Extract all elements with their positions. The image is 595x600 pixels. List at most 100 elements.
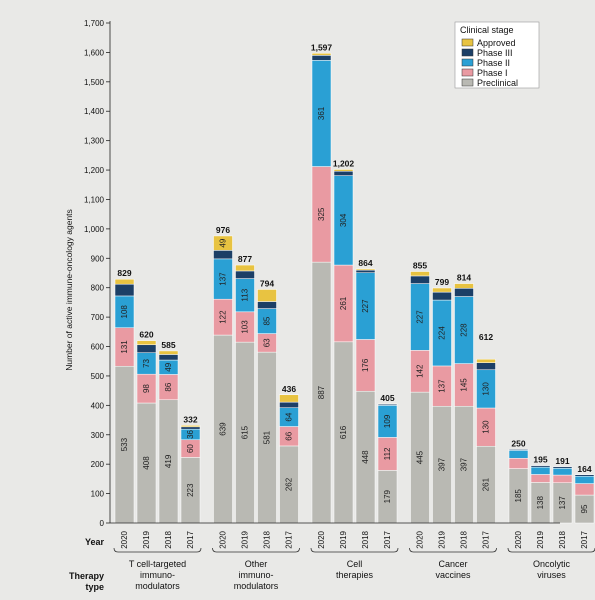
segment-value-label: 60: [186, 444, 195, 453]
group-label: Cell: [347, 559, 363, 569]
bar-segment-approved: [333, 169, 354, 172]
segment-value-label: 86: [164, 382, 173, 391]
segment-value-label: 448: [361, 450, 370, 464]
bar-segment-phase-iii: [530, 465, 551, 468]
segment-value-label: 533: [120, 437, 129, 451]
bar-segment-phase-iii: [476, 362, 496, 371]
y-tick-label: 0: [100, 519, 105, 528]
bar-total-label: 164: [577, 464, 591, 474]
segment-value-label: 36: [186, 429, 195, 438]
segment-value-label: 176: [361, 358, 370, 372]
bar-total-label: 877: [238, 254, 252, 264]
segment-value-label: 887: [317, 385, 326, 399]
group-label: immuno-: [140, 570, 175, 580]
bar-segment-phase-iii: [432, 291, 452, 301]
segment-value-label: 130: [482, 420, 491, 434]
segment-value-label: 49: [219, 238, 228, 247]
bar-segment-phase-ii: [508, 450, 529, 459]
bar-total-label: 1,202: [333, 158, 355, 168]
year-tick-label: 2018: [361, 530, 370, 548]
segment-value-label: 185: [514, 489, 523, 503]
year-tick-label: 2017: [186, 530, 195, 548]
segment-value-label: 223: [186, 483, 195, 497]
bar-total-label: 794: [260, 278, 274, 288]
bar-segment-approved: [410, 271, 430, 277]
segment-value-label: 397: [460, 457, 469, 471]
year-tick-label: 2019: [241, 530, 250, 548]
bar-total-label: 405: [380, 393, 394, 403]
segment-value-label: 138: [536, 495, 545, 509]
y-tick-label: 100: [91, 490, 105, 499]
year-tick-label: 2019: [339, 530, 348, 548]
segment-value-label: 49: [164, 362, 173, 371]
group-axis-title-line1: Therapy: [69, 571, 104, 581]
bar-segment-approved: [311, 53, 332, 56]
bar-total-label: 436: [282, 384, 296, 394]
bar-total-label: 250: [511, 438, 525, 448]
group-label: Cancer: [438, 559, 467, 569]
year-tick-label: 2019: [142, 530, 151, 548]
group-label: viruses: [537, 570, 566, 580]
bar-segment-phase-iii: [574, 474, 595, 477]
year-tick-label: 2017: [383, 530, 392, 548]
bar-segment-phase-i: [508, 458, 529, 469]
y-axis: 0 100 200 300 400 500 600 700 800 900 1,000 1,100 1,…: [84, 19, 111, 528]
bar-segment-phase-iii: [257, 301, 277, 309]
bar-segment-approved: [136, 340, 157, 346]
legend-swatch: [461, 68, 474, 77]
bar-total-label: 585: [161, 340, 175, 350]
segment-value-label: 581: [263, 430, 272, 444]
bar-segment-approved: [235, 264, 255, 272]
bar-segment-approved: [279, 394, 299, 403]
segment-value-label: 64: [285, 412, 294, 421]
group-label: vaccines: [435, 570, 471, 580]
segment-value-label: 103: [241, 320, 250, 334]
segment-value-label: 95: [580, 504, 589, 513]
bar-segment-approved: [213, 235, 233, 251]
bar-segment-approved: [257, 289, 277, 302]
group-label: Other: [245, 559, 268, 569]
bars: 5331311088294089873620419864958522360363…: [114, 42, 595, 524]
segment-value-label: 261: [339, 296, 348, 310]
bar-total-label: 976: [216, 225, 230, 235]
segment-value-label: 131: [120, 340, 129, 354]
bar-segment-phase-i: [552, 474, 573, 483]
bar-segment-approved: [476, 358, 496, 363]
y-tick-label: 500: [91, 372, 105, 381]
group-axis-title-line2: type: [85, 582, 104, 592]
bar-segment-phase-ii: [574, 475, 595, 484]
segment-value-label: 137: [219, 272, 228, 286]
segment-value-label: 73: [142, 358, 151, 367]
legend-entry: Preclinical: [477, 78, 518, 88]
bar-segment-phase-iii: [213, 250, 233, 260]
group-label: Oncolytic: [533, 559, 571, 569]
year-tick-label: 2018: [460, 530, 469, 548]
bar-segment-phase-iii: [355, 269, 376, 273]
segment-value-label: 109: [383, 414, 392, 428]
legend-swatch: [461, 38, 474, 47]
year-tick-label: 2020: [514, 530, 523, 548]
legend-entry: Phase I: [477, 68, 508, 78]
year-tick-label: 2020: [416, 530, 425, 548]
bar-total-label: 612: [479, 332, 493, 342]
segment-value-label: 361: [317, 106, 326, 120]
segment-value-label: 408: [142, 456, 151, 470]
bar-total-label: 829: [117, 268, 131, 278]
segment-value-label: 304: [339, 213, 348, 227]
bar-segment-approved: [454, 283, 474, 289]
group-label: therapies: [336, 570, 374, 580]
bar-segment-phase-iii: [333, 170, 354, 176]
legend-swatch: [461, 48, 474, 57]
segment-value-label: 137: [558, 496, 567, 510]
y-tick-label: 700: [91, 313, 105, 322]
y-tick-label: 1,100: [84, 195, 105, 204]
year-tick-label: 2017: [580, 530, 589, 548]
year-tick-label: 2020: [219, 530, 228, 548]
bar-total-label: 799: [435, 277, 449, 287]
bar-segment-phase-iii: [114, 283, 135, 297]
segment-value-label: 130: [482, 382, 491, 396]
y-tick-label: 400: [91, 401, 105, 410]
year-tick-label: 2018: [263, 530, 272, 548]
bar-total-label: 864: [358, 258, 372, 268]
